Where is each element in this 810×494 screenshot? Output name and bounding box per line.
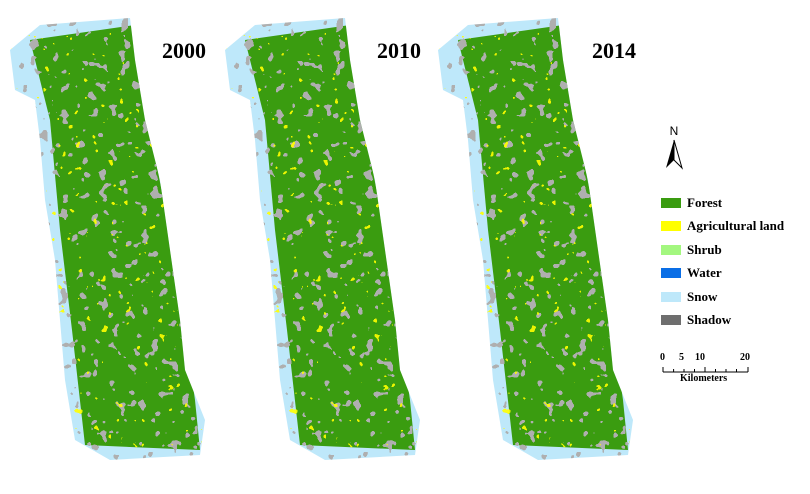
swatch bbox=[661, 315, 681, 326]
year-label-2014: 2014 bbox=[592, 38, 636, 63]
legend-label: Agricultural land bbox=[687, 218, 785, 234]
legend-item-water: Water bbox=[661, 262, 784, 286]
scale-tick: 20 bbox=[740, 352, 750, 363]
scale-tick: 5 bbox=[679, 352, 684, 363]
land-cover-map-2014 bbox=[428, 0, 638, 470]
north-arrow-icon bbox=[666, 139, 684, 170]
legend-label: Shrub bbox=[687, 241, 722, 257]
swatch bbox=[661, 268, 681, 279]
scale-bar: 0 5 10 20 Kilometers bbox=[660, 352, 760, 392]
legend-label: Snow bbox=[687, 288, 718, 304]
legend-item-shadow: Shadow bbox=[661, 309, 784, 333]
scale-bar-line bbox=[662, 367, 749, 373]
swatch bbox=[661, 197, 681, 208]
scale-tick: 0 bbox=[660, 352, 665, 363]
legend: Forest Agricultural land Shrub Water Sno… bbox=[661, 191, 784, 332]
year-label-2000: 2000 bbox=[162, 38, 206, 63]
scale-tick: 10 bbox=[695, 352, 705, 363]
land-cover-map-2010 bbox=[215, 0, 425, 470]
legend-item-agricultural-land: Agricultural land bbox=[661, 215, 784, 239]
year-label-2010: 2010 bbox=[377, 38, 421, 63]
swatch bbox=[661, 244, 681, 255]
legend-label: Water bbox=[687, 265, 722, 281]
north-arrow: N bbox=[664, 124, 684, 175]
scale-unit: Kilometers bbox=[680, 373, 728, 384]
legend-item-snow: Snow bbox=[661, 285, 784, 309]
swatch bbox=[661, 291, 681, 302]
land-cover-map-2000 bbox=[0, 0, 210, 470]
legend-item-shrub: Shrub bbox=[661, 238, 784, 262]
legend-label: Shadow bbox=[687, 312, 732, 328]
legend-label: Forest bbox=[687, 194, 723, 210]
legend-item-forest: Forest bbox=[661, 191, 784, 215]
swatch bbox=[661, 221, 681, 232]
north-label: N bbox=[669, 124, 679, 138]
